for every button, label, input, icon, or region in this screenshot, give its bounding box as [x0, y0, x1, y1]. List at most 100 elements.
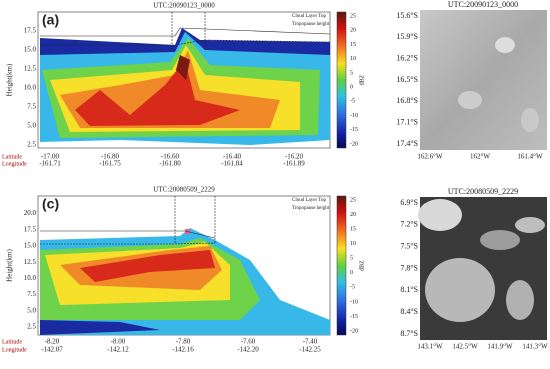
latitude-tick: -7.80	[176, 338, 191, 346]
y-tick-label: 7.5	[27, 103, 36, 111]
y-tick-label: 10.0	[24, 274, 37, 282]
longitude-tick: -161.75	[99, 160, 121, 168]
colorbar-tick-label: -20	[350, 328, 358, 334]
y-tick-label: 10.0	[24, 84, 37, 92]
longitude-tick: -142.25	[299, 346, 321, 354]
colorbar-tick-label: -20	[350, 141, 358, 147]
lon-tick: 141.3°W	[522, 343, 548, 351]
lon-tick: 143.1°W	[417, 343, 443, 351]
colorbar	[336, 11, 347, 149]
longitude-tick: -142.20	[237, 346, 259, 354]
colorbar-tick-label: 10	[350, 241, 356, 247]
row-label: Longitude	[2, 347, 27, 353]
colorbar	[336, 195, 347, 336]
lat-tick: 16.5°S	[396, 75, 418, 84]
panel-label: (c)	[42, 196, 59, 212]
y-tick-label: 12.5	[24, 258, 37, 266]
lat-tick: 8.1°S	[400, 285, 418, 294]
colorbar-tick-label: -10	[350, 299, 358, 305]
satellite-image-c	[418, 197, 547, 340]
colorbar-tick-label: -10	[350, 113, 358, 119]
y-tick-label: 17.5	[24, 27, 37, 35]
radar-section-a	[37, 11, 331, 149]
longitude-tick: -142.12	[107, 346, 129, 354]
colorbar-label: dBZ	[359, 260, 365, 271]
lon-tick: 162.6°W	[417, 153, 443, 161]
longitude-tick: -161.89	[283, 160, 305, 168]
radar-section-c	[37, 195, 331, 336]
lat-tick: 15.9°S	[396, 32, 418, 41]
y-tick-label: 20.0	[24, 209, 37, 217]
latitude-tick: -16.40	[223, 153, 242, 161]
colorbar-tick-label: 0	[350, 84, 353, 90]
colorbar-tick-label: 10	[350, 56, 356, 62]
legend-entry: Cloud Layer Top	[292, 14, 326, 19]
latitude-tick: -16.20	[285, 153, 304, 161]
colorbar-tick-label: 15	[350, 42, 356, 48]
longitude-tick: -161.80	[159, 160, 181, 168]
longitude-tick: -161.71	[39, 160, 61, 168]
panel-title: UTC:20080509_2229	[153, 186, 215, 194]
y-axis-label: Height(km)	[6, 63, 14, 96]
lat-tick: 16.8°S	[396, 96, 418, 105]
panel-title: UTC:20090123_0000	[153, 2, 215, 10]
y-tick-label: 12.5	[24, 65, 37, 73]
legend-entry: Cloud Layer Top	[292, 198, 326, 203]
latitude-tick: -8.00	[111, 338, 126, 346]
lat-tick: 17.4°S	[396, 139, 418, 148]
lat-tick: 7.2°S	[400, 220, 418, 229]
lon-tick: 161.4°W	[517, 153, 543, 161]
latitude-tick: -7.40	[303, 338, 318, 346]
latitude-tick: -16.80	[101, 153, 120, 161]
image-title: UTC:20080509_2229	[448, 187, 518, 196]
colorbar-tick-label: -15	[350, 127, 358, 133]
colorbar-tick-label: 20	[350, 28, 356, 34]
lat-tick: 6.9°S	[400, 198, 418, 207]
y-tick-label: 17.5	[24, 225, 37, 233]
colorbar-tick-label: -5	[350, 285, 355, 291]
y-tick-label: 5.0	[27, 306, 36, 314]
y-tick-label: 5.0	[27, 122, 36, 130]
y-tick-label: 2.5	[27, 323, 36, 331]
lat-tick: 16.2°S	[396, 53, 418, 62]
colorbar-tick-label: 0	[350, 270, 353, 276]
latitude-tick: -7.60	[241, 338, 256, 346]
y-tick-label: 15.0	[24, 46, 37, 54]
lon-tick: 162°W	[470, 153, 490, 161]
colorbar-tick-label: 25	[350, 13, 356, 19]
lon-tick: 142.5°W	[452, 343, 478, 351]
latitude-tick: -16.60	[161, 153, 180, 161]
longitude-tick: -142.16	[172, 346, 194, 354]
colorbar-tick-label: 5	[350, 70, 353, 76]
row-label: Longitude	[2, 161, 27, 167]
colorbar-tick-label: -5	[350, 99, 355, 105]
colorbar-label: dBZ	[359, 74, 365, 85]
colorbar-tick-label: -15	[350, 314, 358, 320]
y-tick-label: 15.0	[24, 242, 37, 250]
legend-entry: Tropopause height	[292, 206, 330, 211]
latitude-tick: -17.00	[41, 153, 60, 161]
y-axis-label: Height(km)	[6, 249, 14, 282]
image-title: UTC:20090123_0000	[448, 0, 518, 9]
lon-tick: 141.9°W	[487, 343, 513, 351]
colorbar-tick-label: 15	[350, 226, 356, 232]
panel-label: (a)	[42, 12, 59, 28]
longitude-tick: -161.84	[221, 160, 243, 168]
colorbar-tick-label: 20	[350, 212, 356, 218]
lat-tick: 8.7°S	[400, 329, 418, 338]
satellite-image-a	[420, 10, 547, 150]
y-tick-label: 7.5	[27, 290, 36, 298]
colorbar-tick-label: 25	[350, 197, 356, 203]
row-label: Latitude	[2, 339, 22, 345]
lat-tick: 15.6°S	[396, 11, 418, 20]
colorbar-tick-label: 5	[350, 256, 353, 262]
lat-tick: 17.1°S	[396, 117, 418, 126]
legend-entry: Tropopause height	[292, 22, 330, 27]
longitude-tick: -142.07	[41, 346, 63, 354]
lat-tick: 7.8°S	[400, 263, 418, 272]
lat-tick: 8.4°S	[400, 307, 418, 316]
y-tick-label: 2.5	[27, 141, 36, 149]
row-label: Latitude	[2, 154, 22, 160]
latitude-tick: -8.20	[45, 338, 60, 346]
